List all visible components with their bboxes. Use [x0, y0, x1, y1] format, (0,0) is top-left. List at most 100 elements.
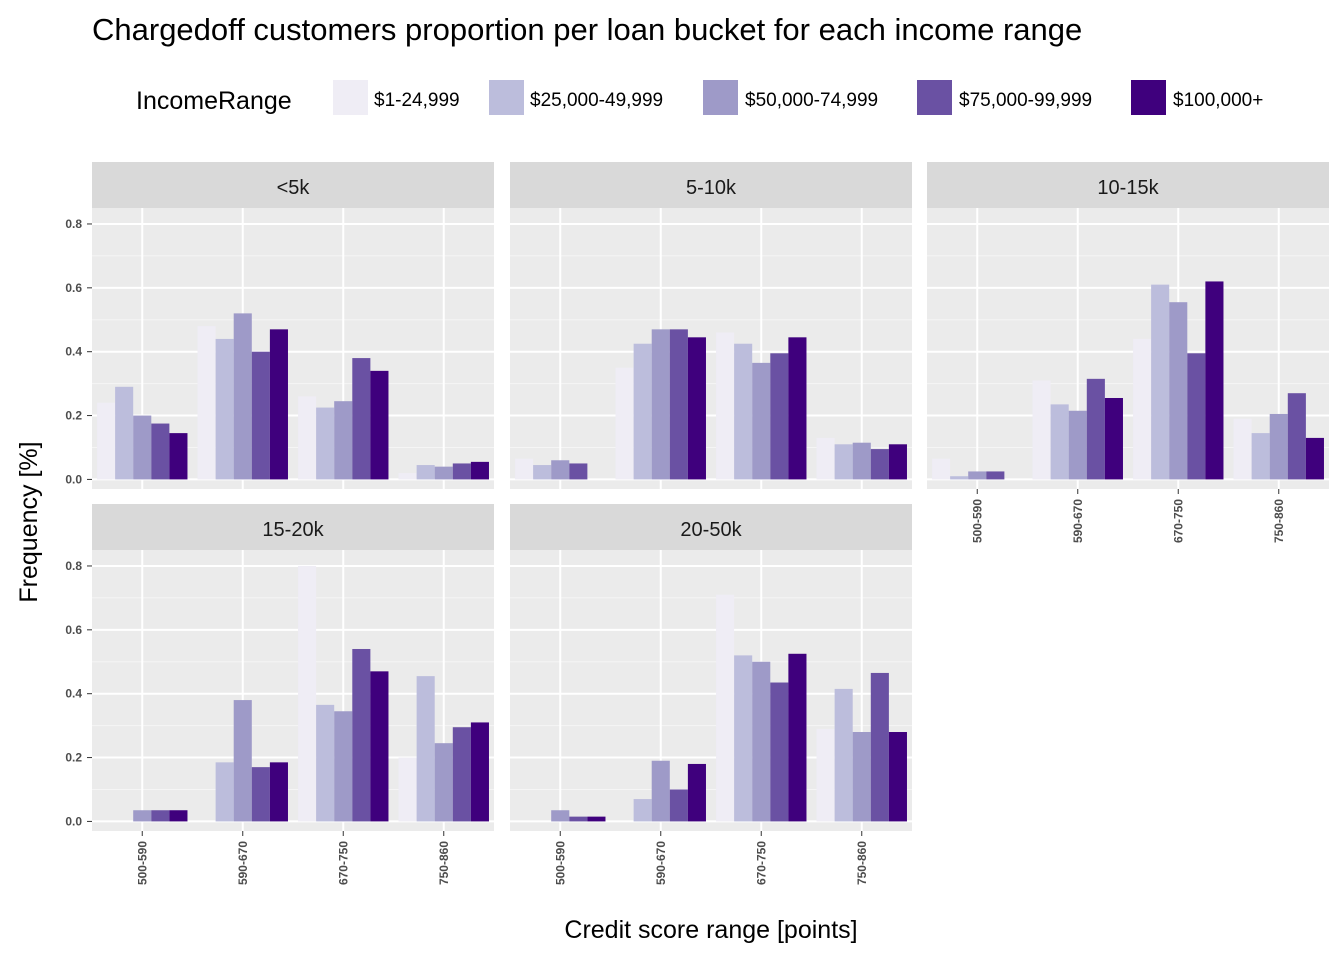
facet-strip — [92, 162, 494, 208]
bar — [752, 661, 771, 822]
bar — [452, 727, 471, 822]
y-tick-label: 0.0 — [65, 814, 82, 828]
bar — [669, 329, 688, 480]
x-tick-label: 590-670 — [654, 841, 668, 885]
bar — [1086, 378, 1105, 480]
bar — [416, 676, 435, 822]
facet-strip-label: 5-10k — [686, 177, 737, 199]
facet-strip — [927, 162, 1329, 208]
bar — [1133, 338, 1152, 480]
bar — [888, 732, 907, 822]
legend-key — [917, 80, 952, 115]
facet-panel: 10-15k 500-590 590-670 670-750 750-860 — [927, 162, 1329, 543]
facet-strip-label: <5k — [277, 177, 311, 199]
legend-label: $25,000-49,999 — [530, 90, 663, 111]
facet-strip-label: 15-20k — [262, 519, 324, 541]
bar — [352, 358, 371, 480]
bar — [416, 465, 435, 480]
bar — [251, 351, 270, 480]
facet-panel: 20-50k 500-590 590-670 670-750 750-860 — [510, 504, 912, 885]
x-tick-label: 590-670 — [236, 841, 250, 885]
bar — [352, 648, 371, 822]
bar — [870, 449, 889, 480]
bar — [334, 711, 353, 822]
bar — [269, 329, 288, 480]
bar — [651, 760, 670, 822]
facet-panel: 15-20k 0.0 0.2 0.4 0.6 0.8 500-590 590-670 670-7… — [65, 504, 494, 885]
bar — [169, 810, 188, 822]
bar — [1151, 284, 1170, 480]
x-tick-label: 500-590 — [553, 841, 567, 885]
bar — [834, 444, 853, 480]
bar — [888, 444, 907, 480]
facet-strip — [92, 504, 494, 550]
facet-panels: <5k 0.0 0.2 0.4 0.6 0.8 5-10k 10-15k 500-590 590-… — [65, 162, 1329, 885]
y-tick-label: 0.4 — [65, 345, 82, 359]
bar — [151, 810, 170, 822]
bar — [716, 332, 735, 480]
legend-title: IncomeRange — [136, 87, 292, 115]
bar — [852, 442, 871, 480]
bar — [932, 458, 951, 480]
bar — [434, 743, 453, 822]
bar — [687, 763, 706, 822]
bar — [734, 343, 753, 480]
bar — [298, 565, 317, 822]
bar — [1104, 397, 1123, 480]
y-tick-label: 0.8 — [65, 217, 82, 231]
bar — [1187, 353, 1206, 480]
y-tick-label: 0.6 — [65, 623, 82, 637]
bar — [133, 415, 152, 480]
bar — [370, 370, 389, 480]
bar — [233, 313, 252, 480]
bar — [1068, 410, 1087, 480]
bar — [669, 789, 688, 822]
bar — [788, 337, 807, 480]
facet-strip — [510, 162, 912, 208]
legend-key — [489, 80, 524, 115]
legend-key — [333, 80, 368, 115]
bar — [1050, 404, 1069, 480]
y-tick-label: 0.0 — [65, 472, 82, 486]
bar — [97, 402, 116, 480]
bar — [1169, 302, 1188, 480]
bar — [115, 386, 134, 480]
bar — [215, 338, 234, 480]
bar — [986, 471, 1005, 480]
facet-panel: 5-10k — [510, 162, 912, 489]
y-axis-title: Frequency [%] — [15, 441, 43, 602]
bar — [515, 458, 534, 480]
x-tick-label: 750-860 — [1272, 499, 1286, 543]
x-tick-label: 750-860 — [437, 841, 451, 885]
bar — [533, 465, 552, 480]
y-tick-label: 0.8 — [65, 559, 82, 573]
bar — [334, 401, 353, 480]
bar — [569, 463, 588, 480]
bar — [316, 704, 335, 822]
bar — [633, 343, 652, 480]
bar — [370, 671, 389, 822]
x-axis-title: Credit score range [points] — [564, 916, 857, 944]
legend-label: $100,000+ — [1173, 90, 1263, 111]
x-tick-label: 670-750 — [754, 841, 768, 885]
bar — [1269, 413, 1288, 480]
y-tick-label: 0.4 — [65, 687, 82, 701]
bar — [470, 722, 489, 822]
plot-background — [510, 208, 912, 489]
y-tick-label: 0.2 — [65, 751, 82, 765]
bar — [197, 326, 216, 480]
bar — [569, 816, 588, 822]
bar — [651, 329, 670, 480]
y-tick-label: 0.2 — [65, 409, 82, 423]
bar — [968, 471, 987, 480]
bar — [398, 473, 417, 480]
legend-label: $1-24,999 — [374, 90, 460, 111]
legend-label: $50,000-74,999 — [745, 90, 878, 111]
x-tick-label: 590-670 — [1071, 499, 1085, 543]
bar — [551, 810, 570, 822]
y-tick-label: 0.6 — [65, 281, 82, 295]
legend: IncomeRange $1-24,999 $25,000-49,999 $50,0… — [136, 80, 1263, 115]
bar — [551, 460, 570, 480]
bar — [133, 810, 152, 822]
facet-panel: <5k 0.0 0.2 0.4 0.6 0.8 — [65, 162, 494, 489]
